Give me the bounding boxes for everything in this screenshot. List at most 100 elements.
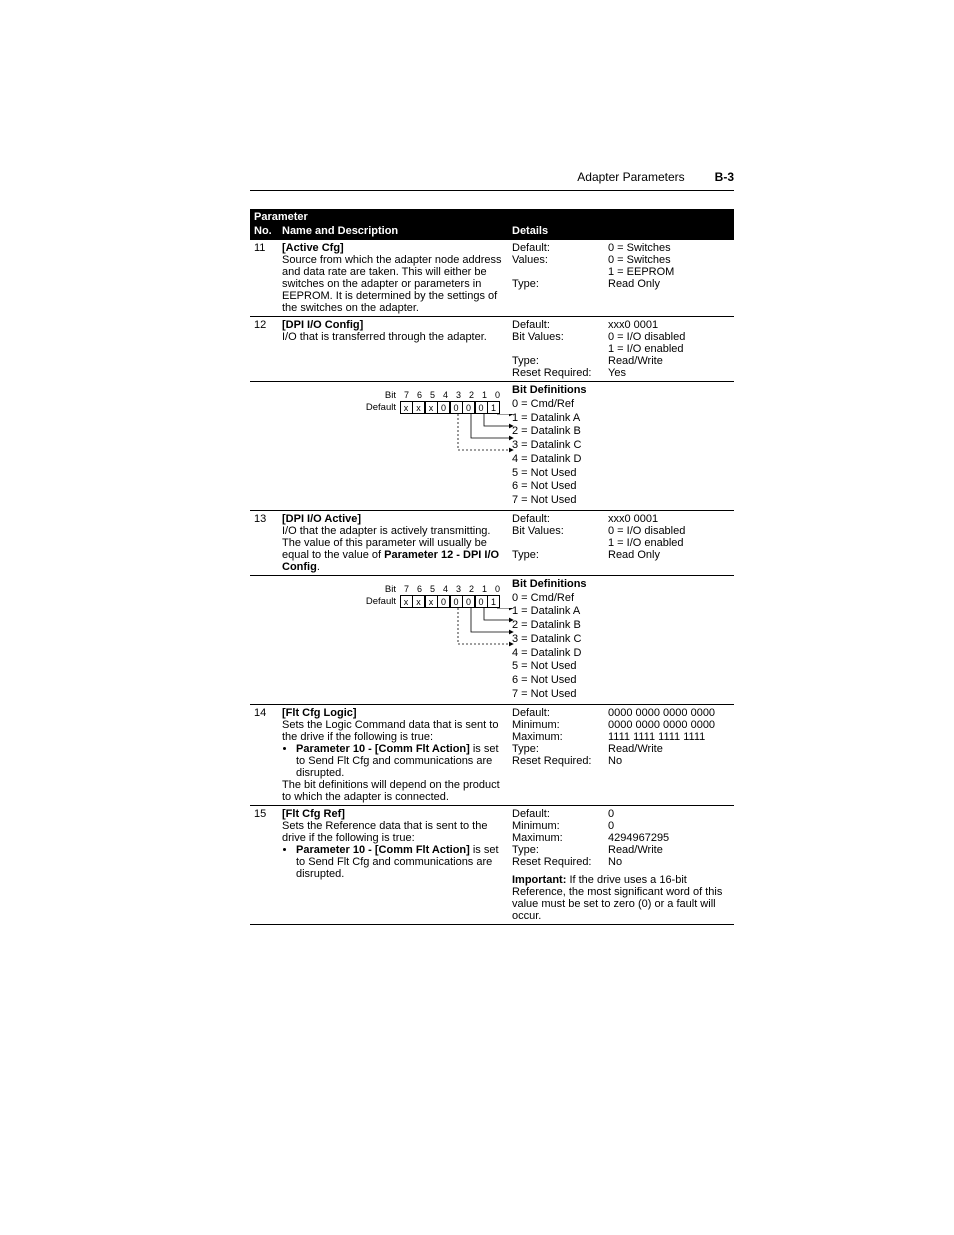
col-details: Details xyxy=(508,223,734,240)
detail-value: 0 = I/O disabled 1 = I/O enabled xyxy=(608,331,730,355)
detail-value: 0 xyxy=(608,808,730,820)
param-text: Sets the Logic Command data that is sent… xyxy=(282,719,498,743)
detail-label: Reset Required: xyxy=(512,856,602,868)
param-text: Sets the Reference data that is sent to … xyxy=(282,820,487,844)
detail-label: Type: xyxy=(512,355,602,367)
param-details: Default: 0 = Switches Values: 0 = Switch… xyxy=(508,240,734,317)
bit-cells: xxx00001 xyxy=(400,401,500,414)
col-no: No. xyxy=(250,223,278,240)
arrow-icon xyxy=(400,414,520,456)
page-header: Adapter Parameters B-3 xyxy=(250,170,734,191)
detail-label: Default: xyxy=(512,242,602,254)
detail-value: 1111 1111 1111 1111 xyxy=(608,731,730,743)
param-details: Default: 0 Minimum: 0 Maximum: 429496729… xyxy=(508,805,734,924)
param-no: 14 xyxy=(250,704,278,805)
list-item: Parameter 10 - [Comm Flt Action] is set … xyxy=(296,743,504,779)
detail-label: Type: xyxy=(512,743,602,755)
param-details: Default: 0000 0000 0000 0000 Minimum: 00… xyxy=(508,704,734,805)
table-row: Bit 76543210 Default xxx00001 xyxy=(250,382,734,511)
detail-value: Read/Write xyxy=(608,844,730,856)
list-item: Parameter 10 - [Comm Flt Action] is set … xyxy=(296,844,504,880)
detail-label: Default: xyxy=(512,513,602,525)
detail-label: Type: xyxy=(512,844,602,856)
bullet-list: Parameter 10 - [Comm Flt Action] is set … xyxy=(296,844,504,880)
detail-value: 0000 0000 0000 0000 xyxy=(608,719,730,731)
detail-value: xxx0 0001 xyxy=(608,513,730,525)
detail-label: Type: xyxy=(512,278,602,290)
detail-label: Minimum: xyxy=(512,719,602,731)
detail-value: Yes xyxy=(608,367,730,379)
bitdef-title: Bit Definitions xyxy=(512,384,587,396)
group-header: Parameter xyxy=(250,209,508,223)
detail-value: Read Only xyxy=(608,549,730,561)
detail-value: 0000 0000 0000 0000 xyxy=(608,707,730,719)
bit-diagram: Bit 76543210 Default xxx00001 xyxy=(278,382,508,511)
param-desc: [Active Cfg] Source from which the adapt… xyxy=(278,240,508,317)
param-name: [DPI I/O Config] xyxy=(282,319,363,331)
param-text: Source from which the adapter node addre… xyxy=(282,254,502,314)
table-row: 11 [Active Cfg] Source from which the ad… xyxy=(250,240,734,317)
page: Adapter Parameters B-3 Parameter No. Nam… xyxy=(0,0,954,925)
bit-label: Bit xyxy=(362,390,400,401)
bitdef-title: Bit Definitions xyxy=(512,578,587,590)
detail-label: Reset Required: xyxy=(512,755,602,767)
detail-label: Values: xyxy=(512,254,602,278)
detail-value: xxx0 0001 xyxy=(608,319,730,331)
param-no: 13 xyxy=(250,510,278,575)
bit-definitions: Bit Definitions 0 = Cmd/Ref 1 = Datalink… xyxy=(508,575,734,704)
bit-cells: xxx00001 xyxy=(400,595,500,608)
bit-label: Bit xyxy=(362,584,400,595)
detail-value: 0 xyxy=(608,820,730,832)
detail-value: 0 = Switches 1 = EEPROM xyxy=(608,254,730,278)
detail-label: Type: xyxy=(512,549,602,561)
important-note: Important: If the drive uses a 16-bit Re… xyxy=(512,874,730,922)
param-no: 15 xyxy=(250,805,278,924)
param-text: I/O that is transferred through the adap… xyxy=(282,331,487,343)
header-title: Adapter Parameters xyxy=(577,170,684,184)
col-name: Name and Description xyxy=(278,223,508,240)
bullet-list: Parameter 10 - [Comm Flt Action] is set … xyxy=(296,743,504,779)
detail-value: 0 = I/O disabled 1 = I/O enabled xyxy=(608,525,730,549)
param-details: Default: xxx0 0001 Bit Values: 0 = I/O d… xyxy=(508,510,734,575)
param-no: 11 xyxy=(250,240,278,317)
detail-value: Read/Write xyxy=(608,355,730,367)
default-label: Default xyxy=(362,596,400,607)
param-no: 12 xyxy=(250,317,278,382)
detail-label: Default: xyxy=(512,707,602,719)
table-row: Bit 76543210 Default xxx00001 xyxy=(250,575,734,704)
detail-label: Default: xyxy=(512,808,602,820)
detail-value: Read Only xyxy=(608,278,730,290)
bit-definitions: Bit Definitions 0 = Cmd/Ref 1 = Datalink… xyxy=(508,382,734,511)
param-text: The bit definitions will depend on the p… xyxy=(282,779,500,803)
detail-label: Maximum: xyxy=(512,731,602,743)
detail-label: Default: xyxy=(512,319,602,331)
table-row: 12 [DPI I/O Config] I/O that is transfer… xyxy=(250,317,734,382)
header-page: B-3 xyxy=(715,170,734,184)
table-row: 14 [Flt Cfg Logic] Sets the Logic Comman… xyxy=(250,704,734,805)
arrow-icon xyxy=(400,608,520,650)
param-details: Default: xxx0 0001 Bit Values: 0 = I/O d… xyxy=(508,317,734,382)
detail-value: No xyxy=(608,856,730,868)
detail-label: Minimum: xyxy=(512,820,602,832)
detail-value: 0 = Switches xyxy=(608,242,730,254)
param-name: [Active Cfg] xyxy=(282,242,344,254)
default-label: Default xyxy=(362,402,400,413)
detail-value: 4294967295 xyxy=(608,832,730,844)
detail-label: Reset Required: xyxy=(512,367,602,379)
details-header-spacer xyxy=(508,209,734,223)
param-name: [Flt Cfg Ref] xyxy=(282,808,345,820)
detail-value: Read/Write xyxy=(608,743,730,755)
detail-label: Bit Values: xyxy=(512,331,602,355)
param-desc: [DPI I/O Active] I/O that the adapter is… xyxy=(278,510,508,575)
detail-label: Maximum: xyxy=(512,832,602,844)
param-desc: [DPI I/O Config] I/O that is transferred… xyxy=(278,317,508,382)
bit-diagram: Bit 76543210 Default xxx00001 xyxy=(278,575,508,704)
detail-value: No xyxy=(608,755,730,767)
table-row: 13 [DPI I/O Active] I/O that the adapter… xyxy=(250,510,734,575)
param-desc: [Flt Cfg Ref] Sets the Reference data th… xyxy=(278,805,508,924)
param-name: [Flt Cfg Logic] xyxy=(282,707,357,719)
parameter-table: Parameter No. Name and Description Detai… xyxy=(250,209,734,925)
table-row: 15 [Flt Cfg Ref] Sets the Reference data… xyxy=(250,805,734,924)
detail-label: Bit Values: xyxy=(512,525,602,549)
param-name: [DPI I/O Active] xyxy=(282,513,361,525)
